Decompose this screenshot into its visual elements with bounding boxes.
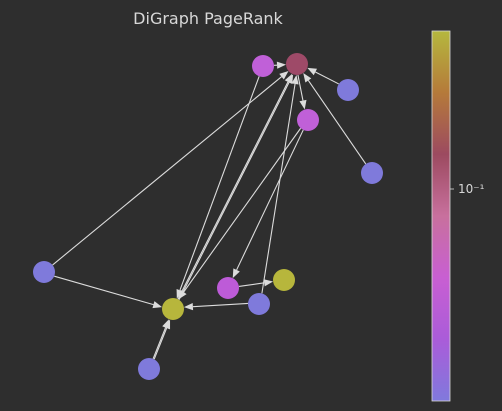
node-n10 <box>248 293 270 315</box>
node-n3 <box>337 79 359 101</box>
edge-n4-n8 <box>183 127 302 293</box>
edge-n11-n8 <box>152 327 167 359</box>
node-n9 <box>217 277 239 299</box>
colorbar: 10⁻¹ <box>431 30 485 402</box>
edge-n6-n1 <box>52 76 282 266</box>
arrowhead-n5-n1 <box>303 73 312 83</box>
arrowhead-n3-n1 <box>307 67 317 76</box>
colorbar-tick-label: 10⁻¹ <box>458 182 485 196</box>
node-n4 <box>297 109 319 131</box>
colorbar-frame <box>431 30 451 402</box>
arrowhead-n8-n1 <box>284 73 293 84</box>
nodes-layer <box>33 53 383 380</box>
edge-n10-n1 <box>261 83 296 294</box>
arrowhead-n10-n8 <box>183 303 194 311</box>
edge-n10-n8 <box>192 302 248 308</box>
edge-n3-n1 <box>315 71 339 85</box>
edge-n8-n1 <box>178 82 290 300</box>
arrowhead-n9-n7 <box>263 279 274 287</box>
chart-title: DiGraph PageRank <box>133 9 283 28</box>
edge-n6-n8 <box>54 275 154 306</box>
node-n5 <box>361 162 383 184</box>
arrowhead-n10-n1 <box>291 75 299 85</box>
arrowhead-n1-n4 <box>299 99 307 110</box>
node-n7 <box>273 269 295 291</box>
node-n11 <box>138 358 160 380</box>
node-n2 <box>252 55 274 77</box>
arrowhead-n6-n1 <box>279 70 289 80</box>
arrowhead-n2-n1 <box>276 61 287 69</box>
arrowhead-n4-n9 <box>232 268 240 279</box>
edge-n2-n8 <box>179 76 260 291</box>
arrowhead-n6-n8 <box>152 301 163 309</box>
arrowhead-n4-n8 <box>178 289 187 300</box>
edge-n5-n1 <box>307 80 367 165</box>
colorbar-fill <box>432 31 450 401</box>
edge-n9-n7 <box>238 282 265 287</box>
node-n6 <box>33 261 55 283</box>
edge-n4-n9 <box>236 129 304 271</box>
node-n8 <box>162 298 184 320</box>
edge-n11-n8 <box>153 327 168 360</box>
edges-layer <box>52 61 367 360</box>
arrowhead-n11-n8 <box>163 319 171 330</box>
edge-n8-n1 <box>177 81 289 300</box>
node-n1 <box>286 53 308 75</box>
edge-n1-n4 <box>297 74 304 101</box>
